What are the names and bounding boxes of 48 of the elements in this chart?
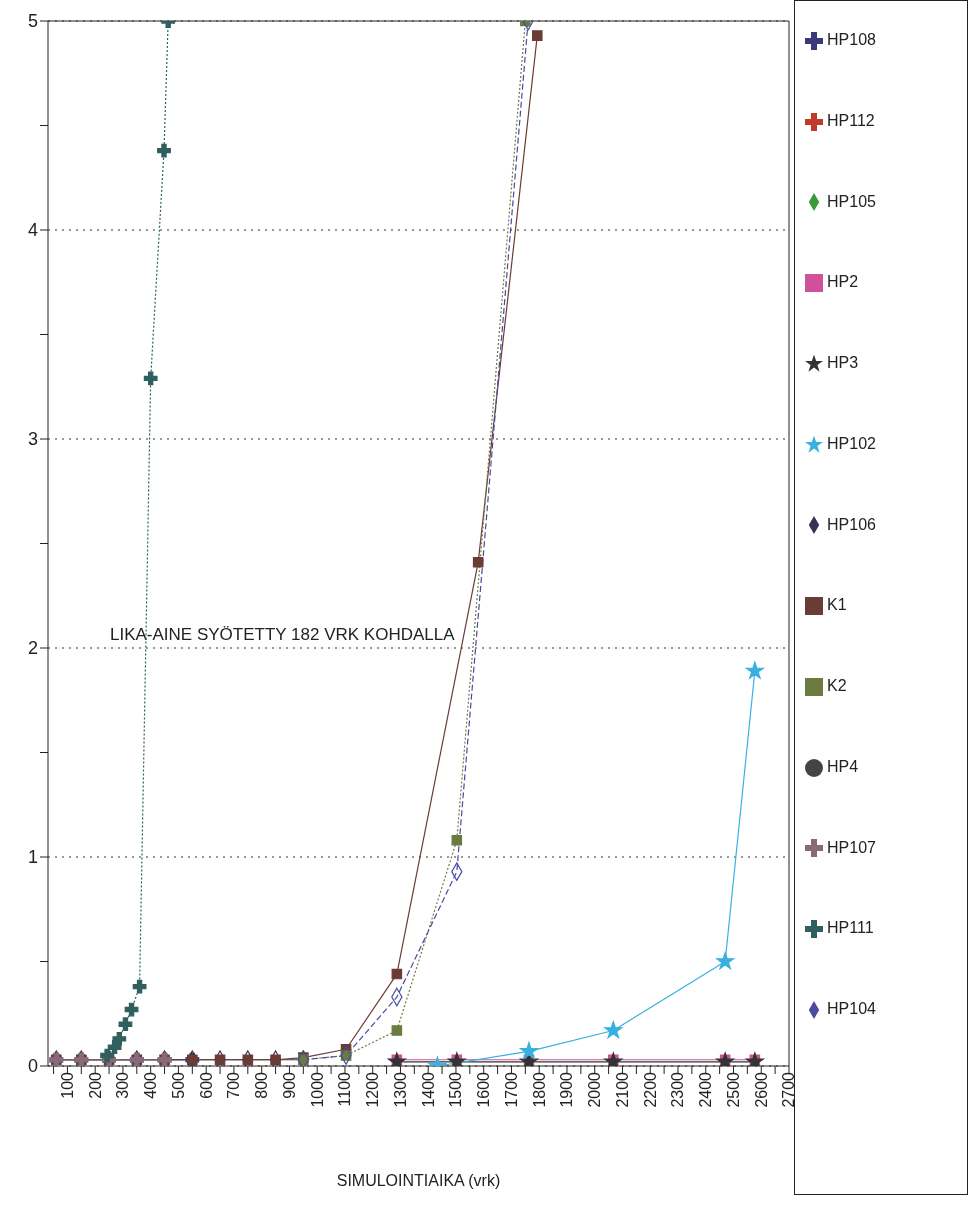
annotation: LIKA-AINE SYÖTETTY 182 VRK KOHDALLA [110,625,456,644]
x-tick-label: 100 [58,1071,76,1099]
y-tick-label: 0 [27,1056,38,1077]
legend-label: HP3 [827,354,859,372]
x-tick-label: 1600 [475,1071,493,1108]
legend-label: HP105 [827,192,876,210]
x-tick-label: 300 [114,1071,132,1099]
legend-label: HP4 [827,757,859,775]
x-tick-label: 1200 [364,1071,382,1108]
legend-label: HP2 [827,273,859,291]
x-tick-label: 2700 [780,1071,798,1108]
x-tick-label: 800 [253,1071,271,1099]
legend-label: HP108 [827,31,876,48]
legend-label: HP107 [827,838,876,856]
x-tick-label: 200 [86,1071,104,1099]
x-tick-label: 2200 [641,1071,659,1108]
x-tick-label: 1900 [558,1071,576,1108]
legend-label: HP102 [827,434,876,452]
legend-label: HP104 [827,1000,876,1018]
x-tick-label: 2300 [669,1071,687,1108]
legend-label: HP106 [827,515,876,533]
legend-label: K2 [827,677,847,695]
x-tick-label: 2000 [586,1071,604,1108]
x-tick-label: 600 [197,1071,215,1099]
x-tick-label: 900 [280,1071,298,1099]
x-tick-label: 2100 [613,1071,631,1108]
y-tick-label: 3 [27,429,38,450]
y-tick-label: 5 [27,11,38,32]
x-tick-label: 500 [169,1071,187,1099]
y-tick-label: 1 [27,847,38,868]
x-tick-label: 1000 [308,1071,326,1108]
legend-label: HP112 [827,111,875,129]
legend-label: K1 [827,596,847,614]
x-axis-title: SIMULOINTIAIKA (vrk) [336,1172,501,1189]
x-tick-label: 2600 [752,1071,770,1108]
x-tick-label: 1800 [530,1071,548,1108]
x-tick-label: 2400 [697,1071,715,1108]
x-tick-label: 1300 [391,1071,409,1108]
x-tick-label: 400 [142,1071,160,1099]
x-tick-label: 2500 [724,1071,742,1108]
x-tick-label: 1500 [447,1071,465,1108]
x-tick-label: 1400 [419,1071,437,1108]
y-tick-label: 4 [27,220,38,241]
y-tick-label: 2 [27,638,38,659]
x-tick-label: 1100 [336,1071,354,1107]
legend-label: HP111 [827,919,874,937]
x-tick-label: 700 [225,1071,243,1099]
x-tick-label: 1700 [502,1071,520,1108]
